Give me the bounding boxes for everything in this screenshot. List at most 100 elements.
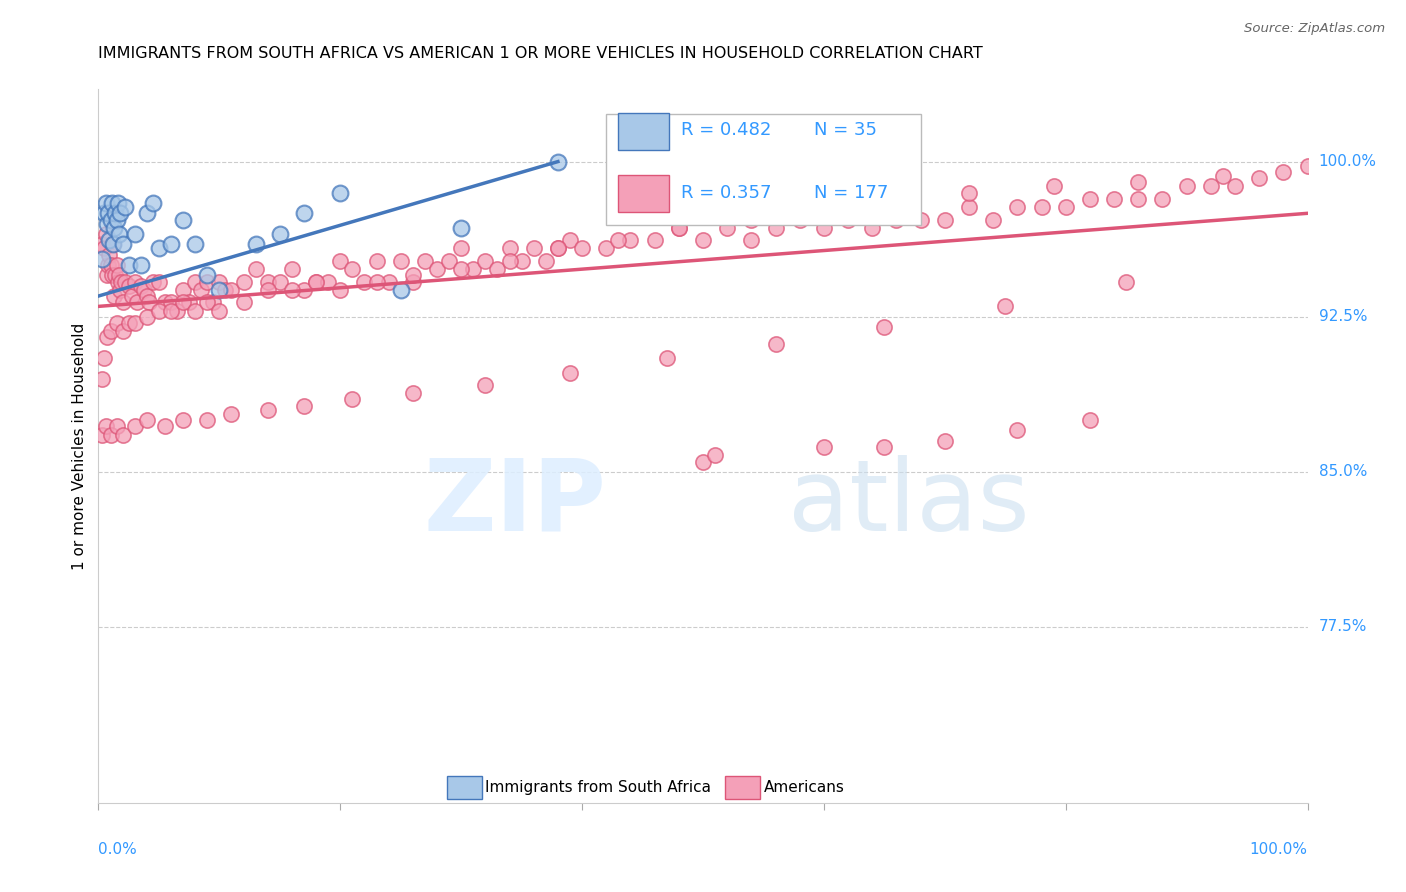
Text: R = 0.357: R = 0.357: [682, 184, 772, 202]
Point: [692, 454, 714, 468]
Point: [172, 212, 194, 227]
Point: [342, 262, 364, 277]
Text: ZIP: ZIP: [423, 455, 606, 551]
Point: [789, 212, 811, 227]
Point: [813, 440, 835, 454]
FancyBboxPatch shape: [619, 112, 669, 150]
Point: [329, 253, 352, 268]
Point: [148, 303, 170, 318]
Point: [91, 372, 114, 386]
Point: [105, 419, 128, 434]
Point: [91, 252, 114, 266]
Point: [96, 268, 118, 283]
Point: [93, 206, 115, 220]
Point: [118, 316, 141, 330]
Point: [813, 200, 835, 214]
Point: [121, 289, 143, 303]
Point: [269, 275, 291, 289]
Point: [619, 233, 641, 247]
Point: [668, 220, 690, 235]
Point: [934, 434, 956, 448]
Point: [886, 192, 908, 206]
Point: [129, 258, 152, 272]
Point: [256, 402, 278, 417]
Point: [595, 242, 617, 256]
Point: [100, 196, 122, 211]
Point: [108, 268, 131, 283]
Point: [716, 220, 738, 235]
Point: [1249, 171, 1271, 186]
Point: [450, 220, 472, 235]
Point: [91, 427, 114, 442]
Point: [329, 283, 352, 297]
Point: [740, 212, 762, 227]
FancyBboxPatch shape: [724, 776, 759, 798]
Point: [305, 275, 328, 289]
Y-axis label: 1 or more Vehicles in Household: 1 or more Vehicles in Household: [72, 322, 87, 570]
Point: [1199, 179, 1222, 194]
Point: [93, 351, 115, 365]
Text: IMMIGRANTS FROM SOUTH AFRICA VS AMERICAN 1 OR MORE VEHICLES IN HOUSEHOLD CORRELA: IMMIGRANTS FROM SOUTH AFRICA VS AMERICAN…: [98, 45, 983, 61]
Text: 77.5%: 77.5%: [1319, 619, 1367, 634]
Point: [1078, 413, 1101, 427]
Point: [232, 295, 254, 310]
Point: [740, 233, 762, 247]
Point: [353, 275, 375, 289]
Text: atlas: atlas: [787, 455, 1029, 551]
Point: [172, 413, 194, 427]
Point: [98, 248, 121, 262]
Point: [103, 289, 125, 303]
Point: [153, 419, 176, 434]
Point: [160, 237, 183, 252]
Point: [692, 233, 714, 247]
Point: [111, 237, 134, 252]
Point: [135, 289, 157, 303]
Point: [1212, 169, 1234, 183]
Point: [172, 283, 194, 297]
Point: [97, 206, 120, 220]
Point: [124, 419, 146, 434]
Point: [96, 330, 118, 344]
Point: [245, 262, 267, 277]
FancyBboxPatch shape: [606, 114, 921, 225]
Point: [413, 253, 436, 268]
Text: R = 0.482: R = 0.482: [682, 121, 772, 139]
Point: [256, 283, 278, 297]
Text: N = 35: N = 35: [814, 121, 877, 139]
Point: [474, 378, 496, 392]
Text: 85.0%: 85.0%: [1319, 465, 1367, 479]
Text: 100.0%: 100.0%: [1250, 842, 1308, 857]
Text: Americans: Americans: [763, 780, 845, 795]
Point: [98, 233, 121, 247]
Point: [1078, 192, 1101, 206]
Point: [342, 392, 364, 407]
Point: [184, 237, 207, 252]
Point: [135, 413, 157, 427]
Point: [402, 268, 425, 283]
Point: [1007, 424, 1029, 438]
Point: [135, 310, 157, 324]
Point: [558, 366, 581, 380]
Point: [172, 295, 194, 310]
Point: [486, 262, 509, 277]
Point: [96, 217, 118, 231]
Text: 0.0%: 0.0%: [98, 842, 138, 857]
Point: [166, 303, 188, 318]
FancyBboxPatch shape: [619, 175, 669, 212]
Point: [94, 227, 117, 241]
Point: [704, 448, 727, 462]
Point: [195, 275, 218, 289]
Point: [179, 295, 201, 310]
Point: [981, 212, 1004, 227]
Point: [105, 316, 128, 330]
Point: [463, 262, 485, 277]
Point: [1042, 179, 1064, 194]
Point: [100, 427, 122, 442]
Point: [107, 196, 129, 211]
Point: [957, 186, 980, 200]
Point: [366, 275, 388, 289]
Point: [873, 320, 896, 334]
Point: [498, 253, 520, 268]
Point: [108, 283, 131, 297]
Text: 100.0%: 100.0%: [1319, 154, 1376, 169]
